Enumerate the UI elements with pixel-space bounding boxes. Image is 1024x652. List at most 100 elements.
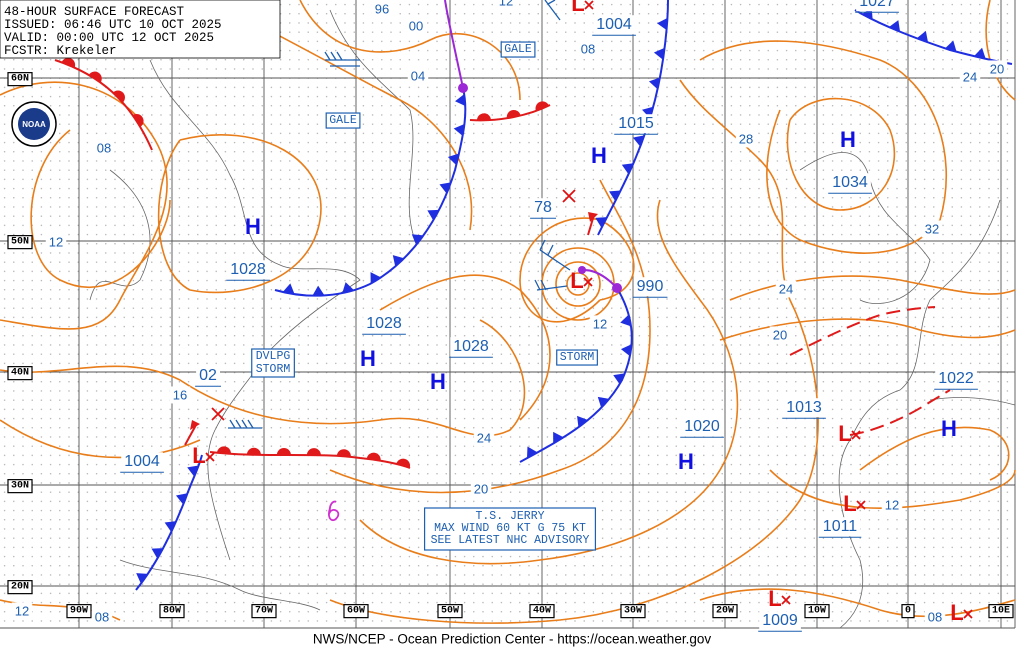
longitude-label-box — [901, 604, 915, 619]
isobar-label: 16 — [173, 387, 187, 402]
low-pressure: 08 — [928, 609, 942, 624]
front-semicircle — [306, 448, 321, 456]
high-symbol: H — [430, 369, 446, 394]
isobar-label-box — [495, 0, 517, 10]
header-forecaster: FCSTR: Krekeler — [4, 44, 117, 58]
low-pressure-box — [819, 517, 861, 537]
footer: NWS/NCEP - Ocean Prediction Center - htt… — [313, 632, 711, 647]
isobar-label: 00 — [409, 18, 423, 33]
low-pressure: 1013 — [786, 399, 822, 416]
longitude-label-box — [712, 604, 738, 619]
low-x — [781, 595, 791, 605]
front-semicircle — [506, 109, 521, 119]
front-triangle — [657, 17, 668, 30]
front-triangle — [597, 396, 610, 408]
front-semicircle — [276, 447, 291, 456]
longitude-label: 20W — [716, 606, 734, 617]
isobar-label-box — [470, 480, 492, 498]
low-pressure: 1011 — [823, 518, 858, 535]
front-triangle — [370, 272, 381, 284]
advisory-line: SEE LATEST NHC ADVISORY — [431, 534, 590, 547]
high-pressure-box — [829, 173, 871, 193]
isobar-label: 20 — [474, 481, 488, 496]
advisory-line: MAX WIND 60 KT G 75 KT — [434, 522, 586, 535]
front-triangle — [945, 40, 957, 52]
front-triangle — [151, 548, 164, 559]
isobar-label-box — [769, 326, 791, 344]
isobar-label: 12 — [499, 0, 513, 8]
isobar-label: 12 — [593, 316, 607, 331]
latitude-label-box — [7, 72, 33, 87]
longitude-label: 40W — [533, 606, 551, 617]
isobar-label: 12 — [49, 234, 63, 249]
high-symbol: H — [678, 449, 694, 474]
high-pressure-box — [363, 314, 405, 334]
longitude-label-box — [437, 604, 463, 619]
high-pressure: 1020 — [684, 418, 720, 435]
front-semicircle — [132, 113, 144, 127]
front-triangle — [595, 217, 608, 228]
high-pressure-box — [681, 417, 723, 437]
high-pressure: 1028 — [230, 261, 266, 278]
front-triangle — [453, 123, 465, 136]
low-symbol: L — [570, 268, 583, 293]
front-triangle — [888, 20, 901, 32]
longitude-label: 10E — [992, 606, 1010, 617]
longitude-label: 80W — [163, 606, 181, 617]
labels: 60N 50N 40N 30N 20N 90W 80W 70W 60W 50W 40W 30W 20W 1… — [7, 0, 1014, 632]
longitude-label-box — [343, 604, 369, 619]
front-triangle — [411, 234, 424, 245]
longitude-label-box — [529, 604, 555, 619]
longitude-label-box — [251, 604, 277, 619]
isobar-label: 08 — [581, 41, 595, 56]
isobar-label-box — [473, 429, 495, 447]
high-symbol: H — [591, 143, 607, 168]
front-triangle — [648, 77, 660, 90]
latitude-label-box — [7, 580, 33, 595]
longitude-label: 30W — [624, 606, 642, 617]
latitude-label-box — [7, 479, 33, 494]
low-pressure-box — [924, 608, 946, 626]
low-symbol: L — [950, 600, 963, 625]
low-pressure-box — [783, 398, 825, 418]
isobar-label: 96 — [375, 1, 389, 16]
front-triangle — [439, 182, 451, 194]
warning-label-box — [500, 41, 536, 58]
advisory-box — [423, 507, 597, 551]
longitude-label: 90W — [70, 606, 88, 617]
longitude-label-box — [988, 604, 1014, 619]
high-pressure: 1028 — [453, 338, 489, 355]
developing-storm-line: STORM — [256, 363, 291, 376]
latitude-label: 50N — [11, 237, 29, 248]
high-pressure: 1022 — [938, 370, 974, 387]
low-x — [583, 277, 593, 287]
front-semicircle — [113, 90, 125, 103]
pressure-value-box — [196, 366, 220, 386]
low-pressure: 1009 — [762, 612, 798, 629]
header: 48-HOUR SURFACE FORECAST ISSUED: 06:46 U… — [0, 0, 281, 59]
isobar-label: 28 — [739, 131, 753, 146]
isobar-label: 12 — [885, 497, 899, 512]
warning-label: GALE — [504, 43, 532, 56]
isobar-label-box — [775, 280, 797, 298]
front-triangle — [282, 283, 295, 295]
front-triangle — [136, 573, 148, 584]
front-semicircle — [336, 449, 351, 457]
front-triangle — [620, 344, 632, 357]
header-issued: ISSUED: 06:46 UTC 10 OCT 2025 — [4, 18, 222, 32]
pressure-value: 78 — [534, 199, 552, 216]
isobar-label: 08 — [95, 609, 109, 624]
front-triangle — [973, 47, 986, 59]
header-title: 48-HOUR SURFACE FORECAST — [4, 5, 185, 19]
front-semicircle — [88, 71, 102, 83]
latitude-label-box — [7, 235, 33, 250]
high-pressure: 1034 — [832, 174, 868, 191]
high-symbol: H — [941, 416, 957, 441]
wind-barbs — [228, 0, 571, 429]
isobar-label-box — [986, 60, 1008, 78]
low-pressure-box — [121, 452, 163, 472]
low-pressure-box — [759, 611, 801, 631]
front-triangle — [553, 431, 564, 444]
header-valid: VALID: 00:00 UTC 12 OCT 2025 — [4, 31, 214, 45]
isobar-label-box — [881, 496, 903, 514]
